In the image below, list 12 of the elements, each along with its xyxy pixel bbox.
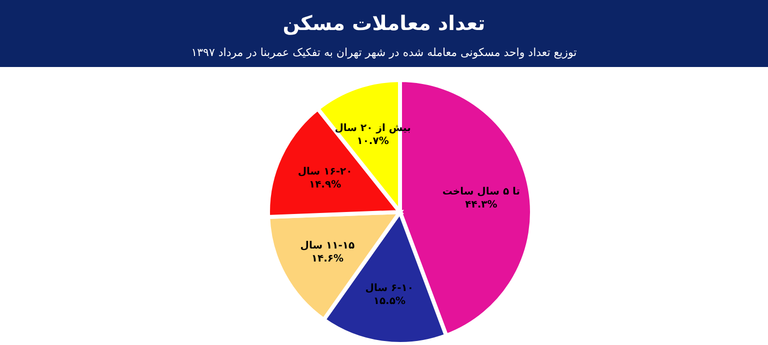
slice-label: ۶-۱۰ سال bbox=[365, 282, 414, 294]
data-label: ۱۴.۶% bbox=[311, 253, 344, 264]
data-label: ۱۵.۵% bbox=[373, 296, 406, 307]
slice-label: بیش از ۲۰ سال bbox=[334, 123, 411, 134]
data-label: ۴۴.۳% bbox=[465, 199, 498, 210]
data-label: ۱۰.۷% bbox=[356, 136, 389, 148]
slice-label: ۱۶-۲۰ سال bbox=[298, 166, 352, 178]
data-label: ۱۴.۹% bbox=[308, 180, 342, 191]
slice-label: تا ۵ سال ساخت bbox=[442, 186, 520, 198]
slice-label: ۱۱-۱۵ سال bbox=[300, 240, 355, 252]
chart-subtitle: توزیع تعداد واحد مسکونی معامله شده در شهر تهران به تفکیک عمربنا در مرداد ۱۳۹۷ bbox=[191, 46, 577, 59]
chart-title: تعداد معاملات مسکن bbox=[282, 11, 486, 35]
